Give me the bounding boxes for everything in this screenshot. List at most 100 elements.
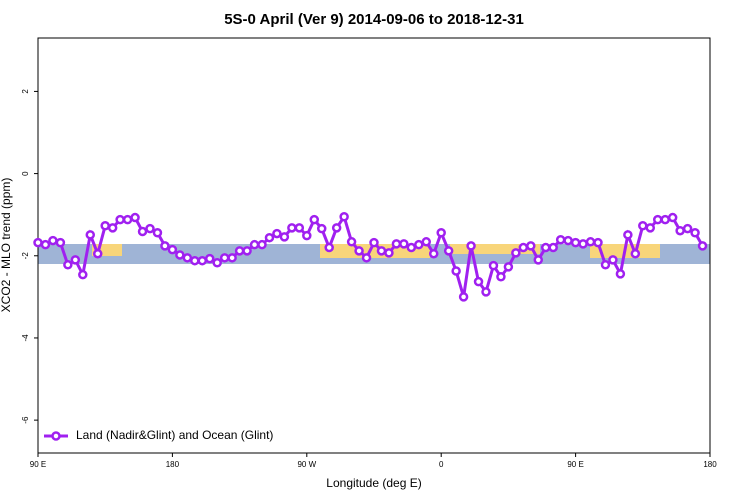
point [608,255,618,265]
x-tick-label: 0 [439,460,444,469]
point [249,239,260,250]
point [324,242,334,253]
point [167,244,178,255]
point [406,242,417,253]
point [682,223,693,234]
point [272,228,282,239]
point [100,221,110,231]
x-tick-label: 180 [703,460,717,469]
y-tick-label: -4 [21,334,30,342]
point [451,266,461,276]
point [212,258,222,268]
point [107,223,118,233]
point [570,237,581,248]
point [227,253,237,263]
point [652,214,663,225]
point [137,226,148,237]
point [548,242,558,253]
point [667,212,678,223]
point [428,248,439,259]
point [204,253,215,264]
point [78,269,88,280]
point [511,248,521,258]
point [122,214,133,225]
point [563,235,573,246]
point [466,241,476,251]
point [443,246,454,256]
point [473,276,484,287]
point [242,246,252,256]
point [175,250,185,260]
y-axis-label: XCO2 - MLO trend (ppm) [0,178,13,313]
y-tick-label: -6 [21,416,30,424]
x-tick-label: 180 [166,460,180,469]
point [518,242,529,253]
point [391,239,402,249]
chart-title: 5S-0 April (Ver 9) 2014-09-06 to 2018-12… [224,11,524,28]
point [376,246,387,256]
point [615,269,626,279]
legend-label: Land (Nadir&Glint) and Ocean (Glint) [76,428,273,442]
point [40,239,51,250]
point [346,237,357,247]
point [294,223,305,233]
point [48,235,58,246]
point [481,287,491,297]
point [630,248,641,259]
point [92,248,103,259]
point [361,253,372,263]
point [414,239,424,250]
point [697,241,708,251]
point [384,248,394,258]
point [287,223,297,233]
point [585,237,596,247]
point [638,221,648,231]
point [399,239,409,249]
x-axis-label: Longitude (deg E) [326,476,421,490]
x-tick-label: 90 E [567,460,583,469]
point [458,292,469,302]
point [578,239,588,249]
point [63,260,73,270]
point [690,228,700,238]
point [145,223,155,234]
point [85,230,96,240]
point [339,211,349,222]
point [55,237,66,248]
point [503,262,514,272]
y-tick-label: 0 [21,171,30,176]
point [623,230,633,240]
point [152,228,163,238]
y-tick-label: 2 [21,89,30,94]
point [257,239,267,250]
point [279,232,290,242]
point [182,253,193,263]
point [533,255,544,265]
y-tick-label: -2 [21,252,30,260]
point [115,214,125,225]
point [369,237,379,248]
point [421,237,432,247]
x-tick-label: 90 W [297,460,316,469]
point [354,246,364,256]
point [593,237,603,248]
point [526,241,536,251]
point [33,237,43,248]
point [70,255,81,265]
point [302,230,312,241]
point [219,253,230,263]
point [540,242,551,253]
point [496,271,506,282]
point [660,214,670,225]
point [264,232,275,243]
point [160,241,170,251]
point [309,214,320,225]
point [234,246,245,256]
point [130,212,140,223]
point [675,225,685,236]
point [488,260,499,271]
point [197,255,208,266]
legend-marker [51,431,61,441]
point [600,260,611,270]
